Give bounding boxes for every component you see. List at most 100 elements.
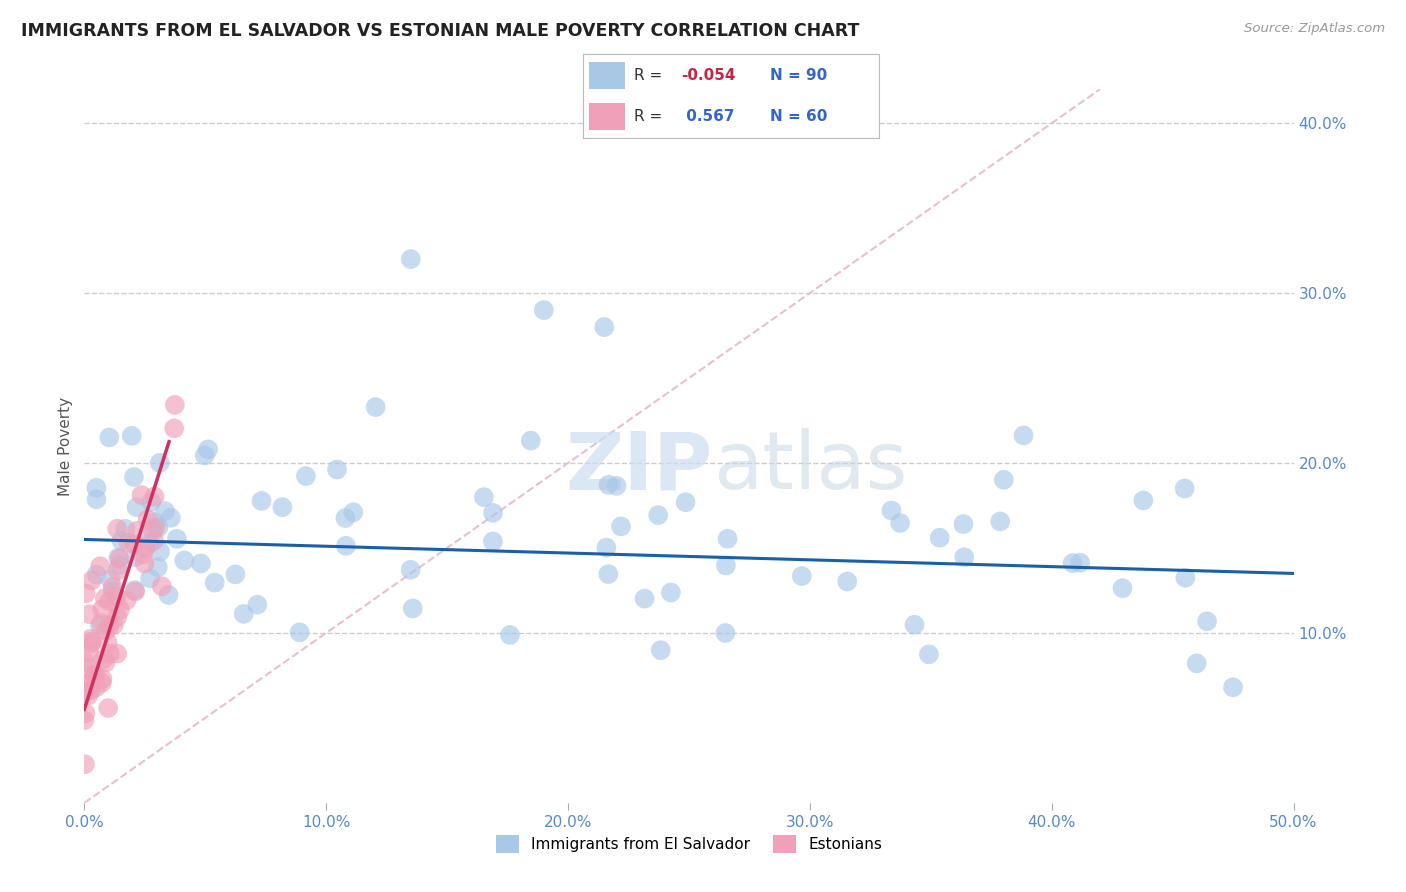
Point xyxy=(97,636,120,650)
Legend: Immigrants from El Salvador, Estonians: Immigrants from El Salvador, Estonians xyxy=(489,829,889,859)
Point xyxy=(647,508,669,523)
Text: atlas: atlas xyxy=(713,428,907,507)
Point xyxy=(1132,493,1154,508)
Point xyxy=(98,430,121,444)
Point xyxy=(342,505,364,519)
Point xyxy=(1062,556,1084,570)
Point xyxy=(593,320,616,334)
Point xyxy=(1174,482,1197,496)
Point xyxy=(204,575,226,590)
Point xyxy=(364,400,387,414)
Point xyxy=(988,515,1011,529)
Point xyxy=(134,557,156,571)
Point xyxy=(80,634,103,648)
Point xyxy=(80,574,103,588)
Point xyxy=(163,398,186,412)
Text: Source: ZipAtlas.com: Source: ZipAtlas.com xyxy=(1244,22,1385,36)
Point xyxy=(79,607,101,622)
Point xyxy=(928,531,950,545)
Point xyxy=(148,520,170,534)
Point xyxy=(114,522,136,536)
Point xyxy=(75,586,97,600)
Point xyxy=(139,571,162,585)
Point xyxy=(633,591,655,606)
Point xyxy=(115,593,138,607)
Point xyxy=(122,470,145,484)
Point xyxy=(194,449,217,463)
Point xyxy=(1222,680,1244,694)
Point xyxy=(271,500,294,515)
Point xyxy=(105,522,128,536)
Point xyxy=(837,574,859,589)
Point xyxy=(157,588,180,602)
Text: -0.054: -0.054 xyxy=(681,68,735,83)
Point xyxy=(519,434,541,448)
Text: R =: R = xyxy=(634,68,666,83)
Point xyxy=(107,550,129,565)
Point xyxy=(335,539,357,553)
Point xyxy=(149,544,172,558)
Point xyxy=(108,551,131,566)
Point xyxy=(84,668,107,682)
Point xyxy=(889,516,911,530)
Point xyxy=(716,532,738,546)
Point xyxy=(533,303,555,318)
Point xyxy=(75,706,97,721)
Point xyxy=(399,252,422,266)
Point xyxy=(1185,657,1208,671)
Point xyxy=(143,521,166,535)
Point xyxy=(399,563,422,577)
Point xyxy=(98,647,121,661)
Point xyxy=(143,515,166,529)
Point xyxy=(295,469,318,483)
Point xyxy=(90,616,112,631)
Point xyxy=(80,637,103,651)
Point xyxy=(1111,581,1133,595)
Point xyxy=(86,680,108,694)
Point xyxy=(1174,571,1197,585)
Point xyxy=(101,580,124,594)
Point xyxy=(89,559,111,574)
Point xyxy=(132,548,155,562)
Point xyxy=(93,652,115,666)
Point xyxy=(77,661,100,675)
Point xyxy=(125,500,148,515)
Point xyxy=(1012,428,1035,442)
Point xyxy=(117,535,139,549)
Point xyxy=(499,628,522,642)
Point xyxy=(105,647,128,661)
Point xyxy=(173,553,195,567)
Point xyxy=(166,532,188,546)
Point xyxy=(160,510,183,524)
Point xyxy=(124,538,146,552)
Point xyxy=(124,584,146,599)
Point xyxy=(139,536,162,550)
Point xyxy=(86,492,108,507)
Point xyxy=(98,594,121,608)
Point xyxy=(146,560,169,574)
Point xyxy=(953,550,976,565)
Point xyxy=(190,557,212,571)
Point xyxy=(86,481,108,495)
Point xyxy=(94,591,117,606)
Point xyxy=(790,569,813,583)
Point xyxy=(402,601,425,615)
Point xyxy=(163,421,186,435)
Point xyxy=(90,675,112,690)
Point xyxy=(250,494,273,508)
Point xyxy=(82,673,104,688)
Point xyxy=(100,573,122,587)
Point xyxy=(125,524,148,538)
Point xyxy=(482,534,505,549)
Point xyxy=(143,533,166,548)
Point xyxy=(134,541,156,555)
Point xyxy=(94,624,117,638)
Point xyxy=(918,648,941,662)
Point xyxy=(595,541,617,555)
Point xyxy=(714,626,737,640)
Point xyxy=(107,564,129,578)
Point xyxy=(89,618,111,632)
Point xyxy=(77,645,100,659)
Point xyxy=(136,512,159,526)
Point xyxy=(73,685,96,699)
